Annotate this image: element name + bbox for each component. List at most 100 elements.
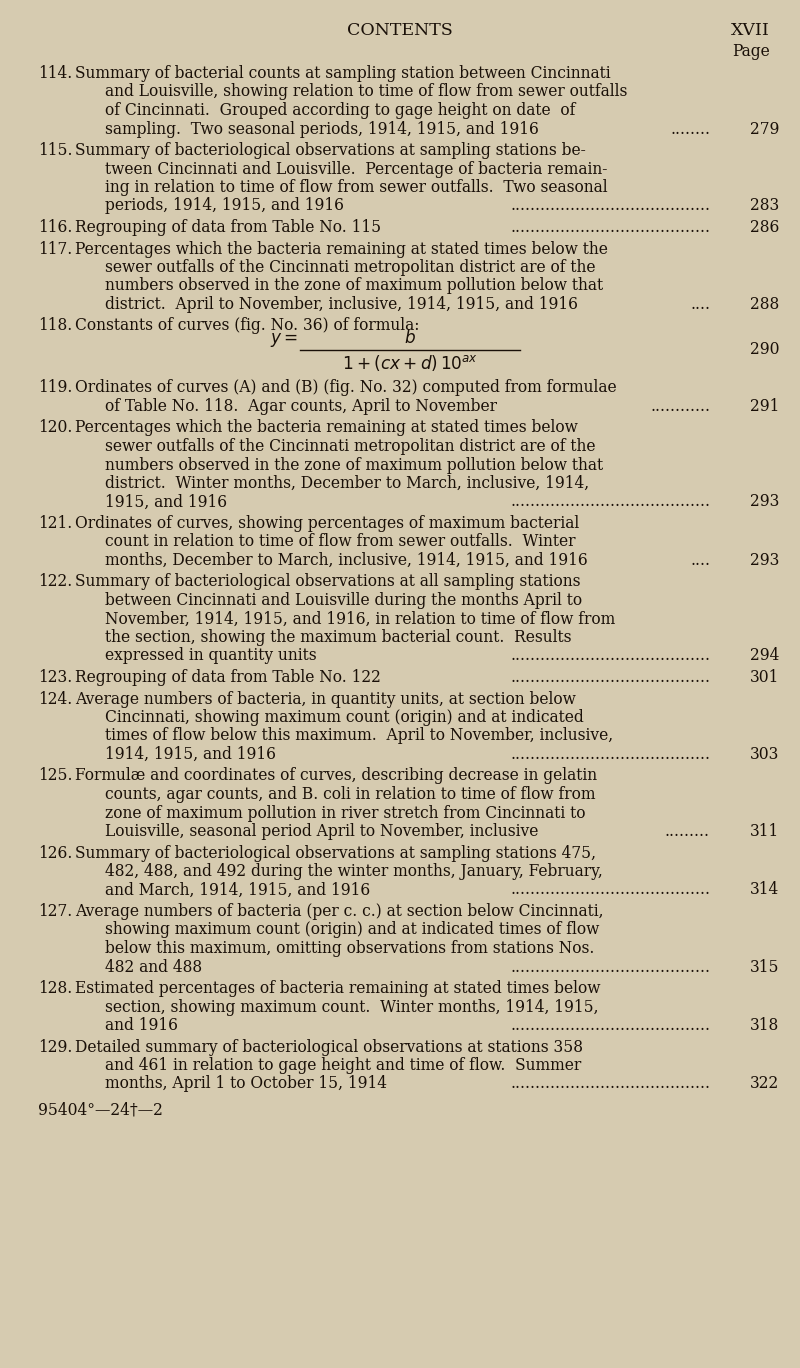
Text: below this maximum, omitting observations from stations Nos.: below this maximum, omitting observation… — [105, 940, 594, 958]
Text: Average numbers of bacteria (per c. c.) at section below Cincinnati,: Average numbers of bacteria (per c. c.) … — [75, 903, 603, 921]
Text: ........................................: ........................................ — [510, 1075, 710, 1093]
Text: 114.: 114. — [38, 66, 72, 82]
Text: 118.: 118. — [38, 317, 72, 335]
Text: and 1916: and 1916 — [105, 1016, 178, 1034]
Text: Page: Page — [732, 42, 770, 59]
Text: between Cincinnati and Louisville during the months April to: between Cincinnati and Louisville during… — [105, 592, 582, 609]
Text: 314: 314 — [750, 881, 779, 899]
Text: 128.: 128. — [38, 979, 72, 997]
Text: 279: 279 — [750, 120, 779, 138]
Text: of Cincinnati.  Grouped according to gage height on date  of: of Cincinnati. Grouped according to gage… — [105, 103, 575, 119]
Text: 124.: 124. — [38, 691, 72, 707]
Text: Formulæ and coordinates of curves, describing decrease in gelatin: Formulæ and coordinates of curves, descr… — [75, 767, 597, 784]
Text: 293: 293 — [750, 553, 779, 569]
Text: months, April 1 to October 15, 1914: months, April 1 to October 15, 1914 — [105, 1075, 387, 1093]
Text: of Table No. 118.  Agar counts, April to November: of Table No. 118. Agar counts, April to … — [105, 398, 497, 415]
Text: 482, 488, and 492 during the winter months, January, February,: 482, 488, and 492 during the winter mont… — [105, 863, 602, 880]
Text: 119.: 119. — [38, 379, 72, 397]
Text: numbers observed in the zone of maximum pollution below that: numbers observed in the zone of maximum … — [105, 278, 603, 294]
Text: 1915, and 1916: 1915, and 1916 — [105, 494, 227, 510]
Text: sampling.  Two seasonal periods, 1914, 1915, and 1916: sampling. Two seasonal periods, 1914, 19… — [105, 120, 539, 138]
Text: sewer outfalls of the Cincinnati metropolitan district are of the: sewer outfalls of the Cincinnati metropo… — [105, 259, 595, 276]
Text: periods, 1914, 1915, and 1916: periods, 1914, 1915, and 1916 — [105, 197, 344, 215]
Text: Percentages which the bacteria remaining at stated times below the: Percentages which the bacteria remaining… — [75, 241, 608, 257]
Text: 116.: 116. — [38, 219, 72, 237]
Text: 315: 315 — [750, 959, 779, 975]
Text: times of flow below this maximum.  April to November, inclusive,: times of flow below this maximum. April … — [105, 728, 613, 744]
Text: 301: 301 — [750, 669, 779, 685]
Text: ............: ............ — [650, 398, 710, 415]
Text: 482 and 488: 482 and 488 — [105, 959, 202, 975]
Text: 291: 291 — [750, 398, 779, 415]
Text: expressed in quantity units: expressed in quantity units — [105, 647, 317, 665]
Text: 303: 303 — [750, 746, 779, 763]
Text: $y=$: $y=$ — [270, 331, 298, 349]
Text: ........................................: ........................................ — [510, 494, 710, 510]
Text: XVII: XVII — [731, 22, 770, 40]
Text: the section, showing the maximum bacterial count.  Results: the section, showing the maximum bacteri… — [105, 629, 571, 646]
Text: 1914, 1915, and 1916: 1914, 1915, and 1916 — [105, 746, 276, 763]
Text: and March, 1914, 1915, and 1916: and March, 1914, 1915, and 1916 — [105, 881, 370, 899]
Text: and 461 in relation to gage height and time of flow.  Summer: and 461 in relation to gage height and t… — [105, 1057, 582, 1074]
Text: 322: 322 — [750, 1075, 779, 1093]
Text: 288: 288 — [750, 295, 779, 313]
Text: 115.: 115. — [38, 142, 73, 159]
Text: district.  Winter months, December to March, inclusive, 1914,: district. Winter months, December to Mar… — [105, 475, 589, 492]
Text: Regrouping of data from Table No. 115: Regrouping of data from Table No. 115 — [75, 219, 381, 237]
Text: .........: ......... — [665, 824, 710, 840]
Text: and Louisville, showing relation to time of flow from sewer outfalls: and Louisville, showing relation to time… — [105, 83, 627, 100]
Text: Ordinates of curves, showing percentages of maximum bacterial: Ordinates of curves, showing percentages… — [75, 514, 579, 532]
Text: section, showing maximum count.  Winter months, 1914, 1915,: section, showing maximum count. Winter m… — [105, 999, 598, 1015]
Text: ........................................: ........................................ — [510, 1016, 710, 1034]
Text: 117.: 117. — [38, 241, 72, 257]
Text: Louisville, seasonal period April to November, inclusive: Louisville, seasonal period April to Nov… — [105, 824, 538, 840]
Text: 318: 318 — [750, 1016, 779, 1034]
Text: count in relation to time of flow from sewer outfalls.  Winter: count in relation to time of flow from s… — [105, 534, 575, 550]
Text: 129.: 129. — [38, 1038, 72, 1056]
Text: 311: 311 — [750, 824, 779, 840]
Text: 122.: 122. — [38, 573, 72, 591]
Text: Detailed summary of bacteriological observations at stations 358: Detailed summary of bacteriological obse… — [75, 1038, 583, 1056]
Text: 290: 290 — [750, 342, 779, 358]
Text: 283: 283 — [750, 197, 779, 215]
Text: 126.: 126. — [38, 844, 72, 862]
Text: Summary of bacteriological observations at all sampling stations: Summary of bacteriological observations … — [75, 573, 581, 591]
Text: ........................................: ........................................ — [510, 219, 710, 237]
Text: Percentages which the bacteria remaining at stated times below: Percentages which the bacteria remaining… — [75, 420, 578, 436]
Text: 294: 294 — [750, 647, 779, 665]
Text: $1+(cx+d)\,10^{ax}$: $1+(cx+d)\,10^{ax}$ — [342, 353, 478, 373]
Text: showing maximum count (origin) and at indicated times of flow: showing maximum count (origin) and at in… — [105, 922, 599, 938]
Text: district.  April to November, inclusive, 1914, 1915, and 1916: district. April to November, inclusive, … — [105, 295, 578, 313]
Text: tween Cincinnati and Louisville.  Percentage of bacteria remain-: tween Cincinnati and Louisville. Percent… — [105, 160, 607, 178]
Text: 293: 293 — [750, 494, 779, 510]
Text: 120.: 120. — [38, 420, 72, 436]
Text: CONTENTS: CONTENTS — [347, 22, 453, 40]
Text: November, 1914, 1915, and 1916, in relation to time of flow from: November, 1914, 1915, and 1916, in relat… — [105, 610, 615, 628]
Text: 286: 286 — [750, 219, 779, 237]
Text: ........................................: ........................................ — [510, 647, 710, 665]
Text: ........................................: ........................................ — [510, 746, 710, 763]
Text: months, December to March, inclusive, 1914, 1915, and 1916: months, December to March, inclusive, 19… — [105, 553, 588, 569]
Text: Summary of bacteriological observations at sampling stations be-: Summary of bacteriological observations … — [75, 142, 586, 159]
Text: 123.: 123. — [38, 669, 72, 685]
Text: ....: .... — [690, 553, 710, 569]
Text: zone of maximum pollution in river stretch from Cincinnati to: zone of maximum pollution in river stret… — [105, 804, 586, 822]
Text: 121.: 121. — [38, 514, 72, 532]
Text: Summary of bacterial counts at sampling station between Cincinnati: Summary of bacterial counts at sampling … — [75, 66, 610, 82]
Text: ........................................: ........................................ — [510, 669, 710, 685]
Text: sewer outfalls of the Cincinnati metropolitan district are of the: sewer outfalls of the Cincinnati metropo… — [105, 438, 595, 456]
Text: 95404°—24†—2: 95404°—24†—2 — [38, 1101, 163, 1118]
Text: 125.: 125. — [38, 767, 73, 784]
Text: counts, agar counts, and B. coli in relation to time of flow from: counts, agar counts, and B. coli in rela… — [105, 787, 595, 803]
Text: Summary of bacteriological observations at sampling stations 475,: Summary of bacteriological observations … — [75, 844, 596, 862]
Text: Constants of curves (fig. No. 36) of formula:: Constants of curves (fig. No. 36) of for… — [75, 317, 419, 335]
Text: ........................................: ........................................ — [510, 197, 710, 215]
Text: Average numbers of bacteria, in quantity units, at section below: Average numbers of bacteria, in quantity… — [75, 691, 576, 707]
Text: 127.: 127. — [38, 903, 72, 921]
Text: Cincinnati, showing maximum count (origin) and at indicated: Cincinnati, showing maximum count (origi… — [105, 709, 584, 726]
Text: Regrouping of data from Table No. 122: Regrouping of data from Table No. 122 — [75, 669, 381, 685]
Text: ........: ........ — [670, 120, 710, 138]
Text: ing in relation to time of flow from sewer outfalls.  Two seasonal: ing in relation to time of flow from sew… — [105, 179, 608, 196]
Text: Estimated percentages of bacteria remaining at stated times below: Estimated percentages of bacteria remain… — [75, 979, 601, 997]
Text: ........................................: ........................................ — [510, 959, 710, 975]
